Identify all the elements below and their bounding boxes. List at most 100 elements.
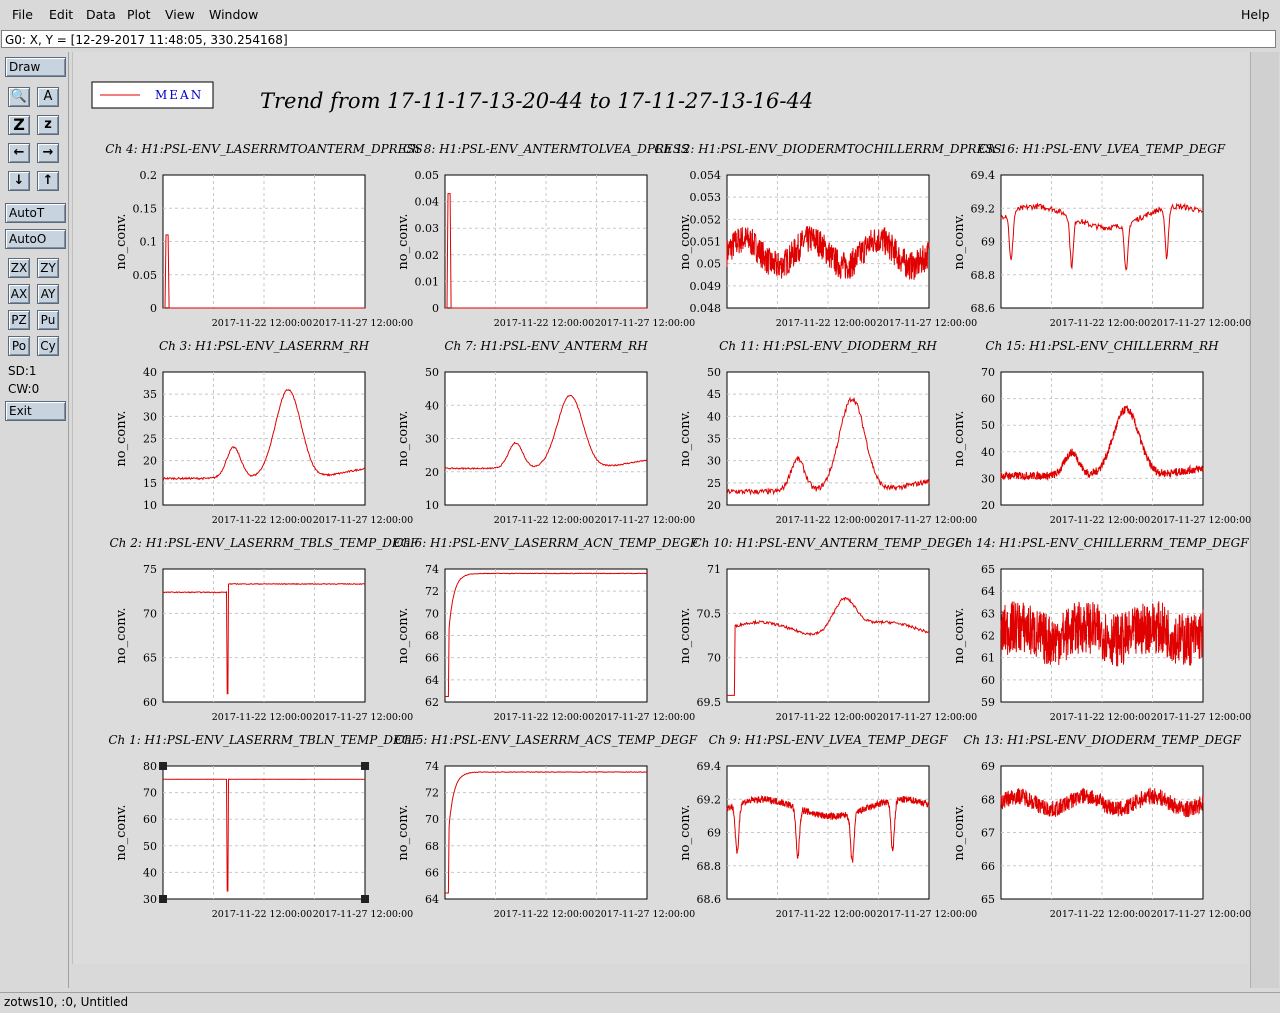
arrow-left-icon[interactable]: ← [8,143,30,163]
x-tick-label: 2017-11-22 12:00:00 [494,318,594,329]
menu-view[interactable]: View [165,7,195,22]
y-tick-label: 30 [425,433,439,446]
legend-label: MEAN [155,88,203,102]
menu-bar: File Edit Data Plot View Window Help [0,0,1280,28]
ay-button[interactable]: AY [37,284,59,304]
selection-handle[interactable] [159,762,167,770]
zx-button[interactable]: ZX [8,258,30,278]
y-axis-label: no_conv. [678,607,693,663]
cursor-readout: G0: X, Y = [12-29-2017 11:48:05, 330.254… [1,30,1276,48]
y-tick-label: 67 [981,827,995,840]
chart-panel[interactable]: 74 72 70 68 66 64 62 2017-11-22 12:00:00 2017-11… [394,536,699,723]
vertical-scrollbar[interactable] [1250,52,1279,988]
autoo-button[interactable]: AutoO [5,229,66,249]
y-tick-label: 70 [707,652,721,665]
y-tick-label: 0.053 [690,191,722,204]
chart-title: Ch 8: H1:PSL-ENV_ANTERMTOLVEA_DPRESS [403,142,689,156]
series-line [445,193,647,309]
series-line [163,582,366,695]
y-axis-label: no_conv. [396,607,411,663]
chart-panel[interactable]: 74 72 70 68 66 64 2017-11-22 12:00:00 2017-11-2… [395,733,698,920]
exit-button[interactable]: Exit [5,401,66,421]
menu-data[interactable]: Data [86,7,116,22]
chart-title: Ch 12: H1:PSL-ENV_DIODERMTOCHILLERRM_DPR… [654,142,1001,156]
y-tick-label: 20 [981,499,995,512]
series-line [727,396,930,496]
chart-panel[interactable]: 65 64 63 62 61 60 59 2017-11-22 12:00:00 2017-11… [952,536,1251,723]
chart-panel[interactable]: 50 45 40 35 30 25 20 2017-11-22 12:00:00 2017-11… [678,339,977,526]
y-tick-label: 0.01 [415,275,440,288]
arrow-up-icon[interactable]: ↑ [37,171,59,191]
x-tick-label: 2017-11-27 12:00:00 [313,515,413,526]
y-tick-label: 69 [981,760,995,773]
chart-panel[interactable]: 0.054 0.053 0.052 0.051 0.05 0.049 0.048 2017-1… [654,142,1001,329]
y-tick-label: 50 [143,840,157,853]
y-axis-label: no_conv. [952,410,967,466]
y-tick-label: 64 [425,674,439,687]
zy-button[interactable]: ZY [37,258,59,278]
chart-title: Ch 4: H1:PSL-ENV_LASERRMTOANTERM_DPRESS [105,142,422,156]
chart-panel[interactable]: 80 70 60 50 40 30 2017-11-22 12:00:00 2017-11-2… [108,733,420,920]
chart-panel[interactable]: 40 35 30 25 20 15 10 2017-11-22 12:00:00 2017-11… [114,339,413,526]
y-axis-label: no_conv. [678,410,693,466]
y-tick-label: 70 [143,787,157,800]
zoom-in-icon[interactable]: 🔍 [8,87,30,107]
chart-title: Ch 5: H1:PSL-ENV_LASERRM_ACS_TEMP_DEGF [395,733,698,747]
chart-panel[interactable]: 50 40 30 20 10 2017-11-22 12:00:00 2017-11-27 … [396,339,695,526]
x-tick-label: 2017-11-22 12:00:00 [494,515,594,526]
chart-panel[interactable]: 70 60 50 40 30 20 2017-11-22 12:00:00 2017-11-2… [952,339,1251,526]
zoom-z-big-icon[interactable]: Z [8,115,30,135]
chart-panel[interactable]: 0.2 0.15 0.1 0.05 0 2017-11-22 12:00:00 2017-1… [105,142,422,329]
y-tick-label: 72 [425,787,439,800]
selection-handle[interactable] [361,895,369,903]
text-annotation-icon[interactable]: A [37,87,59,107]
y-tick-label: 0.05 [415,169,440,182]
y-tick-label: 40 [143,866,157,879]
pz-button[interactable]: PZ [8,310,30,330]
y-tick-label: 60 [143,696,157,709]
pu-button[interactable]: Pu [37,310,59,330]
status-bar: zotws10, :0, Untitled [0,992,1280,1013]
zoom-z-small-icon[interactable]: z [37,115,59,135]
series-line [1000,405,1204,482]
menu-plot[interactable]: Plot [127,7,151,22]
x-tick-label: 2017-11-22 12:00:00 [776,909,876,920]
selection-handle[interactable] [361,762,369,770]
y-tick-label: 45 [707,388,721,401]
x-tick-label: 2017-11-27 12:00:00 [313,909,413,920]
po-button[interactable]: Po [8,336,30,356]
cy-button[interactable]: Cy [37,336,59,356]
chart-panel[interactable]: 75 70 65 60 2017-11-22 12:00:00 2017-11-27 12… [109,536,419,723]
chart-title: Ch 7: H1:PSL-ENV_ANTERM_RH [444,339,648,353]
menu-file[interactable]: File [12,7,33,22]
arrow-down-icon[interactable]: ↓ [8,171,30,191]
y-tick-label: 68.6 [697,893,722,906]
y-tick-label: 59 [981,696,995,709]
y-tick-label: 0 [150,302,157,315]
menu-window[interactable]: Window [209,7,259,22]
chart-panel[interactable]: 69 68 67 66 65 2017-11-22 12:00:00 2017-11-27 … [952,733,1251,920]
series-line [163,234,365,309]
menu-help[interactable]: Help [1241,7,1270,22]
arrow-right-icon[interactable]: → [37,143,59,163]
chart-panel[interactable]: 69.4 69.2 69 68.8 68.6 2017-11-22 12:00:00 201… [678,733,977,920]
x-tick-label: 2017-11-22 12:00:00 [212,515,312,526]
y-tick-label: 40 [143,366,157,379]
chart-panel[interactable]: 0.05 0.04 0.03 0.02 0.01 0 2017-11-22 12:00:00… [396,142,695,329]
y-tick-label: 69.4 [971,169,996,182]
ax-button[interactable]: AX [8,284,30,304]
chart-panel[interactable]: 69.4 69.2 69 68.8 68.6 2017-11-22 12:00:00 201… [952,142,1251,329]
y-tick-label: 0.048 [690,302,722,315]
draw-button[interactable]: Draw [5,57,66,77]
chart-panel[interactable]: 71 70.5 70 69.5 2017-11-22 12:00:00 2017-11-2… [678,536,977,723]
y-tick-label: 62 [425,696,439,709]
y-tick-label: 30 [143,893,157,906]
series-line [163,778,365,892]
autot-button[interactable]: AutoT [5,203,66,223]
y-tick-label: 66 [425,652,439,665]
menu-edit[interactable]: Edit [49,7,74,22]
y-tick-label: 40 [425,399,439,412]
x-tick-label: 2017-11-27 12:00:00 [877,515,977,526]
x-tick-label: 2017-11-22 12:00:00 [494,712,594,723]
selection-handle[interactable] [159,895,167,903]
